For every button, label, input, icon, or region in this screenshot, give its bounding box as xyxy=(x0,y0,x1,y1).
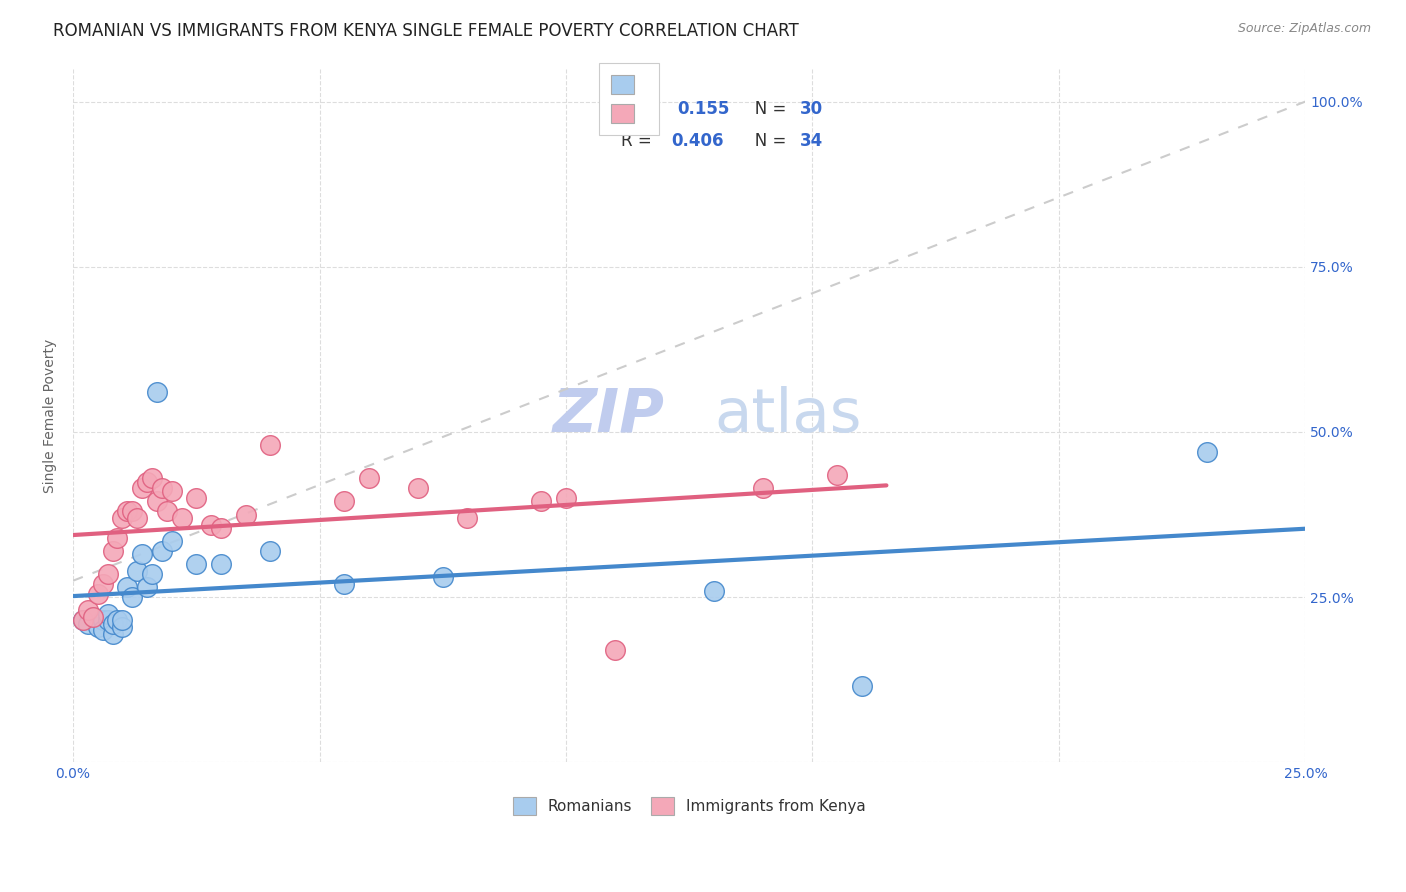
Point xyxy=(101,626,124,640)
Text: 0.155: 0.155 xyxy=(676,100,730,118)
Text: N =: N = xyxy=(738,100,792,118)
Point xyxy=(357,471,380,485)
Point xyxy=(432,570,454,584)
Point xyxy=(121,504,143,518)
Point xyxy=(851,680,873,694)
Point xyxy=(97,613,120,627)
Point xyxy=(209,521,232,535)
Point xyxy=(259,544,281,558)
Point xyxy=(127,511,149,525)
Point xyxy=(136,475,159,489)
Point xyxy=(91,577,114,591)
Text: N =: N = xyxy=(738,132,792,151)
Point xyxy=(91,624,114,638)
Point xyxy=(97,607,120,621)
Point xyxy=(121,591,143,605)
Point xyxy=(82,610,104,624)
Point xyxy=(333,494,356,508)
Point xyxy=(77,603,100,617)
Point xyxy=(752,481,775,495)
Point xyxy=(117,504,139,518)
Point xyxy=(555,491,578,505)
Point xyxy=(156,504,179,518)
Point xyxy=(117,580,139,594)
Text: 34: 34 xyxy=(800,132,824,151)
Point xyxy=(456,511,478,525)
Point xyxy=(150,481,173,495)
Point xyxy=(406,481,429,495)
Point xyxy=(605,643,627,657)
Point xyxy=(209,557,232,571)
Point xyxy=(146,494,169,508)
Point xyxy=(186,557,208,571)
Point xyxy=(150,544,173,558)
Point xyxy=(111,613,134,627)
Y-axis label: Single Female Poverty: Single Female Poverty xyxy=(44,338,58,492)
Point xyxy=(107,613,129,627)
Point xyxy=(825,467,848,482)
Point xyxy=(1195,445,1218,459)
Point xyxy=(82,610,104,624)
Text: R =: R = xyxy=(621,100,662,118)
Text: 0.406: 0.406 xyxy=(671,132,723,151)
Point xyxy=(186,491,208,505)
Point xyxy=(141,567,163,582)
Point xyxy=(131,481,153,495)
Point xyxy=(127,564,149,578)
Point xyxy=(87,620,110,634)
Text: Source: ZipAtlas.com: Source: ZipAtlas.com xyxy=(1237,22,1371,36)
Point xyxy=(136,580,159,594)
Point xyxy=(170,511,193,525)
Point xyxy=(111,511,134,525)
Point xyxy=(235,508,257,522)
Text: atlas: atlas xyxy=(714,386,862,445)
Point xyxy=(703,583,725,598)
Point xyxy=(141,471,163,485)
Point xyxy=(72,613,94,627)
Point xyxy=(530,494,553,508)
Legend: Romanians, Immigrants from Kenya: Romanians, Immigrants from Kenya xyxy=(503,789,875,824)
Point xyxy=(160,484,183,499)
Point xyxy=(259,438,281,452)
Point xyxy=(333,577,356,591)
Point xyxy=(107,531,129,545)
Point xyxy=(200,517,222,532)
Point xyxy=(131,547,153,561)
Point xyxy=(97,567,120,582)
Point xyxy=(87,587,110,601)
Point xyxy=(146,385,169,400)
Point xyxy=(111,620,134,634)
Text: 30: 30 xyxy=(800,100,824,118)
Point xyxy=(101,616,124,631)
Point xyxy=(91,613,114,627)
Point xyxy=(101,544,124,558)
Text: R =: R = xyxy=(621,132,658,151)
Text: ZIP: ZIP xyxy=(553,386,665,445)
Text: ROMANIAN VS IMMIGRANTS FROM KENYA SINGLE FEMALE POVERTY CORRELATION CHART: ROMANIAN VS IMMIGRANTS FROM KENYA SINGLE… xyxy=(53,22,799,40)
Point xyxy=(160,534,183,549)
Point xyxy=(77,616,100,631)
Point xyxy=(72,613,94,627)
